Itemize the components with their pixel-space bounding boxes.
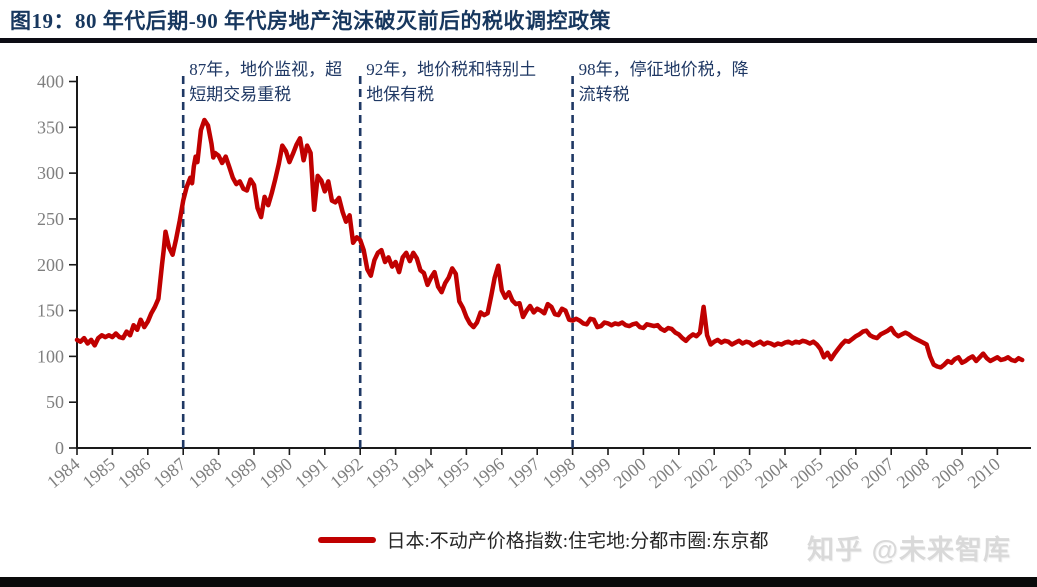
x-tick-label: 1988 <box>185 454 225 492</box>
y-tick-label: 300 <box>37 163 64 183</box>
price-index-line <box>74 117 1025 370</box>
x-tick-label: 1991 <box>291 454 331 492</box>
policy-annotation-1987: 87年，地价监视，超 短期交易重税 <box>189 57 342 107</box>
x-tick-label: 2002 <box>680 454 720 492</box>
x-tick-label: 2009 <box>928 454 968 492</box>
bottom-black-bar <box>0 577 1037 587</box>
x-tick-label: 2008 <box>893 454 933 492</box>
x-tick-label: 2000 <box>610 454 650 492</box>
x-tick-label: 2007 <box>857 454 897 492</box>
policy-annotation-1992-line2: 地保有税 <box>366 85 435 104</box>
x-tick-label: 1994 <box>397 454 437 492</box>
x-tick-label: 2005 <box>787 454 827 492</box>
x-tick-label: 1993 <box>362 454 402 492</box>
x-tick-label: 1985 <box>79 454 119 492</box>
x-tick-label: 1987 <box>149 454 189 492</box>
x-tick-label: 1997 <box>503 454 543 492</box>
y-tick-label: 200 <box>37 255 64 275</box>
watermark-text: 知乎 @未来智库 <box>807 535 1011 565</box>
x-tick-label: 1996 <box>468 454 508 492</box>
x-tick-label: 2003 <box>716 454 756 492</box>
y-tick-label: 400 <box>37 72 64 92</box>
policy-annotation-1992-line1: 92年，地价税和特别土 <box>366 60 537 79</box>
x-tick-label: 1999 <box>574 454 614 492</box>
policy-annotation-1998-line2: 流转税 <box>578 85 630 104</box>
y-tick-label: 0 <box>55 438 64 458</box>
x-tick-label: 1986 <box>114 454 154 492</box>
y-tick-label: 350 <box>37 117 64 137</box>
y-tick-label: 150 <box>37 301 64 321</box>
y-tick-label: 100 <box>37 346 64 366</box>
policy-annotation-1992: 92年，地价税和特别土 地保有税 <box>366 57 536 107</box>
policy-annotation-1987-line2: 短期交易重税 <box>189 85 292 104</box>
y-tick-label: 50 <box>46 392 64 412</box>
x-tick-label: 1998 <box>539 454 579 492</box>
x-tick-label: 1984 <box>43 454 83 492</box>
x-tick-label: 2001 <box>645 454 685 492</box>
x-tick-label: 1992 <box>326 454 366 492</box>
policy-annotation-1998-line1: 98年，停征地价税，降 <box>578 60 749 79</box>
x-tick-label: 2006 <box>822 454 862 492</box>
x-tick-label: 1995 <box>433 454 473 492</box>
x-tick-label: 1989 <box>220 454 260 492</box>
y-tick-label: 250 <box>37 209 64 229</box>
x-tick-label: 1990 <box>256 454 296 492</box>
x-tick-label: 2004 <box>751 454 791 492</box>
legend: 日本:不动产价格指数:住宅地:分都市圈:东京都 <box>25 526 1037 553</box>
policy-annotation-1987-line1: 87年，地价监视，超 <box>189 60 343 79</box>
title-divider-rule <box>0 38 1037 43</box>
legend-series-label: 日本:不动产价格指数:住宅地:分都市圈:东京都 <box>386 531 769 552</box>
policy-annotation-1998: 98年，停征地价税，降 流转税 <box>579 57 749 107</box>
x-tick-label: 2010 <box>964 454 1004 492</box>
legend-line-swatch <box>318 536 377 543</box>
figure-title: 图19：80 年代后期-90 年代房地产泡沫破灭前后的税收调控政策 <box>10 9 611 33</box>
